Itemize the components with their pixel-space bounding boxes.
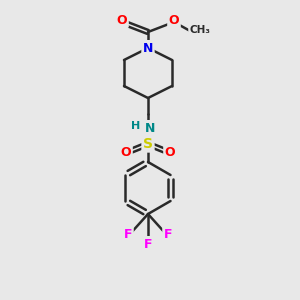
Text: O: O [169, 14, 179, 26]
Text: O: O [121, 146, 131, 158]
Text: F: F [164, 227, 172, 241]
Text: F: F [144, 238, 152, 250]
Text: O: O [165, 146, 175, 158]
Text: F: F [124, 227, 132, 241]
Text: N: N [143, 41, 153, 55]
Text: S: S [143, 137, 153, 151]
Text: N: N [145, 122, 155, 134]
Text: H: H [131, 121, 141, 131]
Text: CH₃: CH₃ [190, 25, 211, 35]
Text: O: O [117, 14, 127, 26]
